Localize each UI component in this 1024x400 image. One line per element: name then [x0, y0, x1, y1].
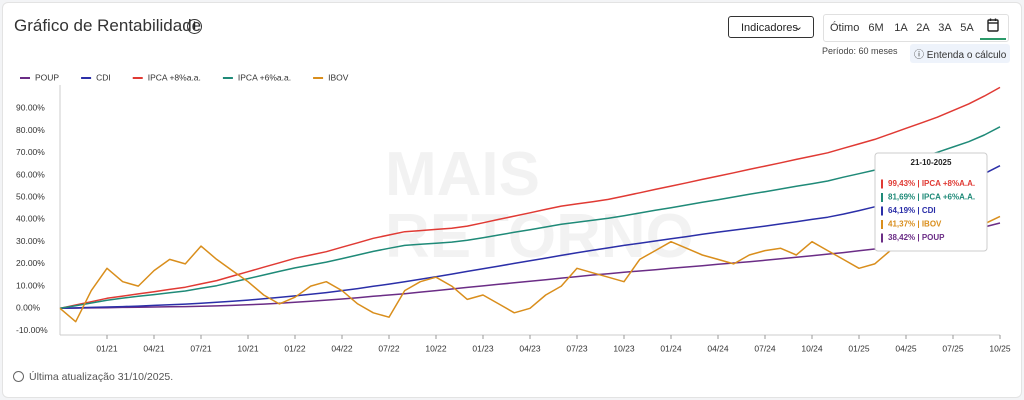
y-tick-label: 80.00%: [16, 125, 45, 135]
y-tick-label: 40.00%: [16, 214, 45, 224]
x-tick-label: 10/24: [801, 343, 823, 353]
x-tick-label: 07/23: [566, 343, 588, 353]
tooltip-swatch: [881, 220, 883, 229]
x-tick-label: 10/21: [237, 343, 259, 353]
legend-label: IBOV: [328, 72, 349, 82]
range-button[interactable]: 6M: [868, 22, 884, 34]
tooltip-swatch: [881, 233, 883, 243]
x-tick-label: 01/23: [472, 343, 494, 353]
range-group: [823, 14, 1009, 42]
x-tick-label: 01/24: [660, 343, 682, 353]
range-button[interactable]: 1A: [894, 22, 908, 34]
x-tick-label: 04/22: [331, 343, 353, 353]
x-tick-label: 10/25: [989, 343, 1011, 353]
range-button[interactable]: 5A: [960, 22, 974, 34]
x-tick-label: 04/21: [143, 343, 165, 353]
tooltip-swatch: [881, 206, 883, 216]
title: Gráfico de Rentabilidade: [14, 16, 202, 35]
range-button[interactable]: 3A: [938, 22, 952, 34]
y-tick-label: 90.00%: [16, 103, 45, 113]
indicators-button[interactable]: Indicadores ⌄: [728, 16, 814, 38]
tooltip-swatch: [881, 179, 883, 189]
y-tick-label: 60.00%: [16, 169, 45, 179]
series-line: [59, 215, 1001, 323]
legend-label: IPCA +8%a.a.: [148, 72, 201, 82]
x-tick-label: 01/25: [848, 343, 870, 353]
legend-label: IPCA +6%a.a.: [238, 72, 291, 82]
tooltip-swatch: [881, 193, 883, 202]
series-line: [59, 126, 1001, 310]
x-tick-label: 10/23: [613, 343, 635, 353]
tooltip-date: 21-10-2025: [911, 158, 952, 167]
tooltip-box: [874, 152, 988, 252]
y-tick-label: 50.00%: [16, 191, 45, 201]
tooltip-item: 81,69% | IPCA +6%A.A.: [888, 193, 975, 202]
y-tick-label: 10.00%: [16, 280, 45, 290]
calendar-icon: [987, 18, 999, 32]
indicators-label: Indicadores: [741, 22, 798, 34]
y-tick-label: 0.00%: [16, 303, 41, 313]
footer: Última atualização 31/10/2025.: [29, 371, 174, 383]
y-tick-label: 30.00%: [16, 236, 45, 246]
series-line: [59, 165, 1001, 310]
x-tick-label: 04/23: [519, 343, 541, 353]
tooltip-item: 99,43% | IPCA +8%A.A.: [888, 179, 975, 188]
info-icon[interactable]: i: [187, 19, 202, 34]
y-tick-label: -10.00%: [16, 325, 48, 335]
series-line: [59, 86, 1001, 310]
tooltip-item: 38,42% | POUP: [888, 233, 945, 242]
x-tick-label: 04/25: [895, 343, 917, 353]
period: Período: 60 meses: [822, 46, 898, 56]
help-text: Entenda o cálculo: [926, 50, 1007, 61]
clock-icon: [13, 371, 24, 382]
x-tick-label: 01/21: [96, 343, 118, 353]
legend-label: CDI: [96, 72, 111, 82]
legend-label: POUP: [35, 72, 59, 82]
tooltip-item: 64,19% | CDI: [888, 206, 936, 215]
series-line: [59, 222, 1001, 310]
watermark: MAIS: [385, 140, 540, 209]
calendar-button[interactable]: [980, 14, 1006, 40]
chevron: ⌄: [793, 21, 803, 33]
help-link[interactable]: ⓘ Entenda o cálculo: [910, 44, 1011, 63]
y-tick-label: 20.00%: [16, 258, 45, 268]
tooltip: 21-10-2025 99,43% | IPCA +8%A.A. 81,69% | …: [874, 152, 988, 252]
range-button[interactable]: 2A: [916, 22, 930, 34]
x-tick-label: 07/21: [190, 343, 212, 353]
y-tick-label: 70.00%: [16, 147, 45, 157]
x-tick-label: 07/25: [942, 343, 964, 353]
x-tick-label: 07/24: [754, 343, 776, 353]
x-tick-label: 04/24: [707, 343, 729, 353]
x-tick-label: 07/22: [378, 343, 400, 353]
range-button[interactable]: Ótimo: [830, 22, 860, 34]
x-tick-label: 10/22: [425, 343, 447, 353]
tooltip-item: 41,37% | IBOV: [888, 220, 942, 229]
x-tick-label: 01/22: [284, 343, 306, 353]
